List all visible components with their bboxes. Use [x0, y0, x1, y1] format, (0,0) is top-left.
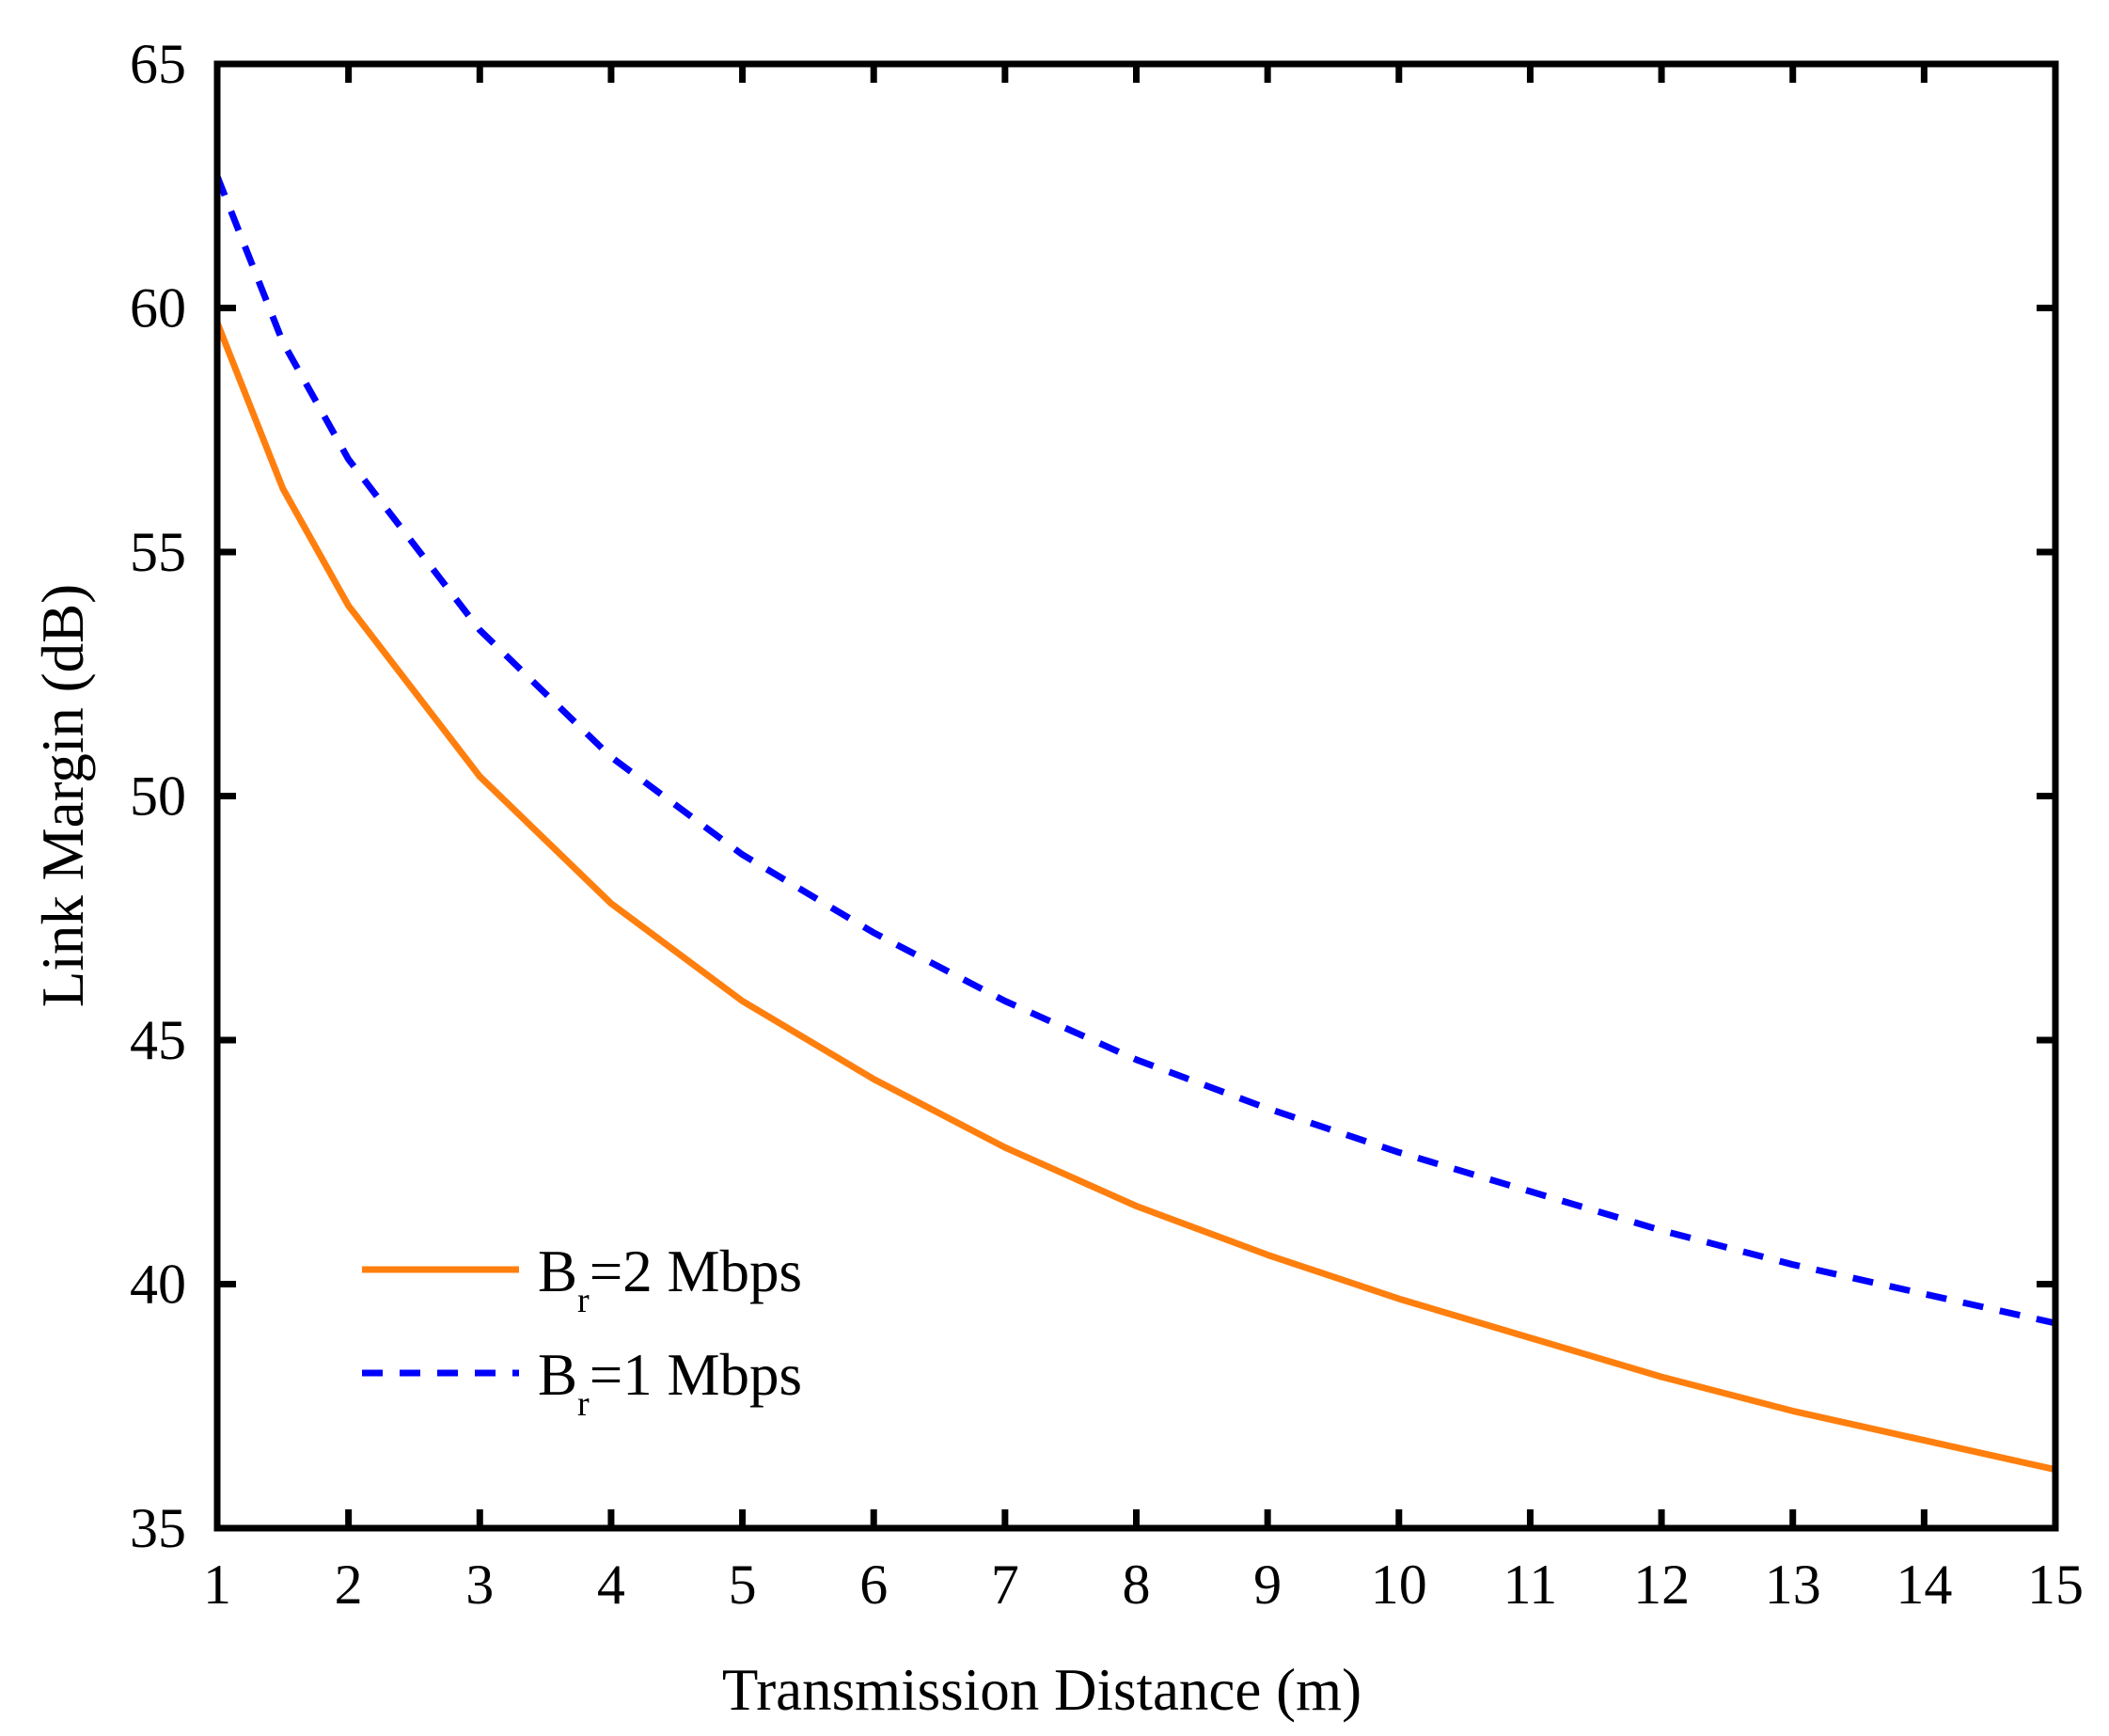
legend: Br=2 Mbps Br=1 Mbps	[362, 1239, 802, 1424]
legend-label-2mbps-rest: =2 Mbps	[590, 1239, 802, 1304]
x-tick-label: 12	[1633, 1554, 1690, 1616]
legend-label-1mbps: Br=1 Mbps	[538, 1342, 802, 1424]
y-axis-title: Link Margin (dB)	[30, 584, 96, 1007]
x-tick-label: 10	[1371, 1554, 1427, 1616]
x-tick-label: 5	[729, 1554, 757, 1616]
plot-frame	[213, 60, 2059, 1532]
legend-label-1mbps-rest: =1 Mbps	[590, 1342, 802, 1408]
y-tick-label: 35	[130, 1497, 186, 1559]
x-tick-label: 7	[991, 1554, 1019, 1616]
series-line-br-1mbps	[213, 175, 2056, 1327]
series-line-br-2mbps	[213, 321, 2056, 1474]
x-tick-label: 1	[203, 1554, 231, 1616]
x-tick-label: 4	[597, 1554, 625, 1616]
y-tick-label: 50	[130, 765, 186, 828]
y-tick-label: 65	[130, 33, 186, 95]
y-tick-label: 40	[130, 1254, 186, 1316]
x-tick-label: 6	[859, 1554, 888, 1616]
legend-label-2mbps-base: B	[538, 1239, 577, 1304]
series-layer	[213, 175, 2056, 1474]
x-tick-label: 8	[1123, 1554, 1151, 1616]
ticks-layer	[213, 60, 2059, 1532]
y-tick-label: 55	[130, 521, 186, 583]
legend-label-1mbps-base: B	[538, 1342, 577, 1408]
x-tick-label: 15	[2027, 1554, 2084, 1616]
x-tick-label: 13	[1765, 1554, 1821, 1616]
legend-label-1mbps-subscript: r	[577, 1384, 590, 1424]
x-tick-label: 9	[1253, 1554, 1282, 1616]
legend-label-2mbps-subscript: r	[577, 1281, 590, 1320]
x-tick-label: 2	[335, 1554, 363, 1616]
y-tick-label: 45	[130, 1009, 186, 1071]
y-tick-label: 60	[130, 277, 186, 339]
x-tick-label: 14	[1896, 1554, 1952, 1616]
x-tick-label: 11	[1503, 1554, 1558, 1616]
x-axis-title: Transmission Distance (m)	[722, 1657, 1361, 1723]
legend-label-2mbps: Br=2 Mbps	[538, 1239, 802, 1320]
x-tick-label: 3	[465, 1554, 494, 1616]
